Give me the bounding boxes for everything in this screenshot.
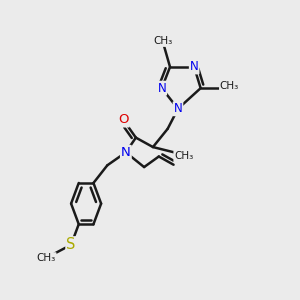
Text: N: N [174,102,182,115]
Text: N: N [158,82,166,95]
Text: S: S [66,237,76,252]
Text: N: N [121,146,131,159]
Text: N: N [190,61,199,74]
Text: CH₃: CH₃ [153,36,172,46]
Text: CH₃: CH₃ [174,152,194,161]
Text: O: O [118,113,129,127]
Text: CH₃: CH₃ [220,81,239,91]
Text: CH₃: CH₃ [36,253,56,263]
